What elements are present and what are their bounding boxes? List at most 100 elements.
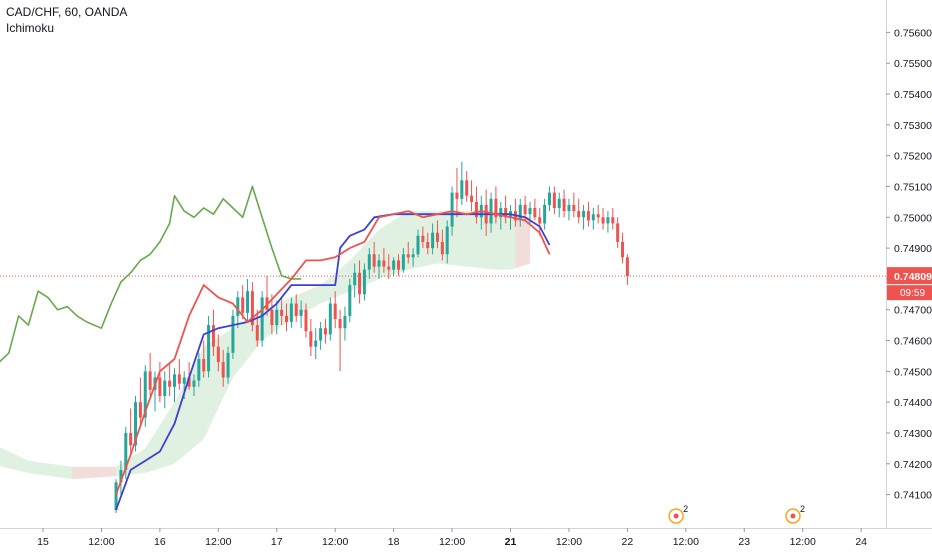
candle[interactable] (387, 254, 391, 279)
candle[interactable] (552, 186, 556, 215)
candle[interactable] (392, 257, 396, 276)
candle[interactable] (280, 297, 284, 326)
candle[interactable] (606, 211, 610, 233)
candle[interactable] (504, 195, 508, 224)
candle[interactable] (426, 232, 430, 255)
candle[interactable] (533, 198, 537, 221)
candle[interactable] (416, 229, 420, 258)
candle[interactable] (455, 167, 459, 218)
candle[interactable] (470, 180, 474, 212)
candle[interactable] (285, 303, 288, 332)
candle[interactable] (586, 201, 590, 227)
candle[interactable] (616, 217, 620, 249)
candle[interactable] (148, 352, 152, 396)
candle[interactable] (572, 192, 576, 218)
candle[interactable] (435, 220, 439, 249)
price-tick-label: 0.75200 (894, 151, 932, 163)
candle[interactable] (304, 303, 308, 338)
candle[interactable] (523, 195, 527, 221)
candle[interactable] (538, 208, 542, 236)
candle[interactable] (309, 318, 313, 356)
candle[interactable] (377, 254, 381, 279)
candle[interactable] (382, 248, 386, 273)
candle[interactable] (431, 223, 435, 255)
candle[interactable] (591, 208, 595, 230)
candle[interactable] (246, 278, 250, 323)
candle[interactable] (625, 254, 629, 286)
candle[interactable] (348, 278, 352, 323)
candle[interactable] (338, 309, 342, 372)
candle[interactable] (260, 291, 264, 347)
candle[interactable] (601, 208, 605, 230)
candle[interactable] (299, 300, 303, 329)
candle[interactable] (241, 285, 245, 319)
candle[interactable] (411, 248, 415, 267)
candle[interactable] (250, 281, 254, 332)
candle[interactable] (372, 241, 376, 273)
candle[interactable] (255, 309, 259, 347)
candle[interactable] (172, 368, 176, 403)
candle[interactable] (547, 186, 551, 212)
candle[interactable] (401, 248, 405, 273)
candle[interactable] (163, 371, 167, 409)
candle[interactable] (406, 241, 410, 264)
candle[interactable] (567, 198, 571, 221)
candle[interactable] (138, 377, 142, 424)
candle[interactable] (421, 226, 425, 249)
candle[interactable] (465, 171, 469, 202)
candle[interactable] (207, 315, 211, 378)
candle[interactable] (314, 328, 318, 360)
candle[interactable] (226, 346, 230, 384)
candle[interactable] (577, 198, 581, 224)
candle[interactable] (596, 204, 600, 224)
candle[interactable] (358, 260, 362, 304)
candle[interactable] (216, 334, 220, 372)
time-tick-label: 17 (271, 536, 283, 548)
candle[interactable] (202, 340, 206, 378)
candle[interactable] (474, 186, 478, 224)
candle[interactable] (275, 300, 279, 335)
event-flag-23[interactable]: 2 (785, 504, 805, 524)
candle-body (270, 309, 274, 326)
candle[interactable] (153, 371, 157, 412)
candle[interactable] (192, 374, 196, 396)
candle[interactable] (119, 460, 123, 495)
candle[interactable] (367, 248, 371, 279)
candle[interactable] (333, 291, 337, 329)
event-flag-22[interactable]: 2 (668, 504, 688, 524)
candle[interactable] (353, 263, 357, 298)
candle[interactable] (158, 362, 162, 403)
candle[interactable] (440, 229, 444, 261)
candle[interactable] (445, 220, 449, 264)
candle[interactable] (494, 186, 498, 224)
candle[interactable] (460, 161, 464, 205)
candle[interactable] (557, 192, 561, 218)
candle[interactable] (177, 359, 181, 390)
candle[interactable] (211, 309, 215, 356)
candle[interactable] (129, 408, 133, 455)
candle[interactable] (611, 208, 615, 230)
candle[interactable] (543, 198, 547, 230)
candle[interactable] (397, 254, 401, 276)
candle[interactable] (143, 365, 147, 427)
candle[interactable] (343, 306, 347, 341)
candle[interactable] (362, 263, 366, 301)
candle[interactable] (294, 294, 298, 323)
symbol-title[interactable]: CAD/CHF, 60, OANDA (6, 5, 128, 19)
candle[interactable] (621, 232, 625, 264)
candle[interactable] (328, 297, 332, 341)
candle[interactable] (319, 322, 323, 350)
candle[interactable] (323, 318, 327, 344)
candle[interactable] (562, 189, 566, 218)
candle[interactable] (231, 309, 235, 360)
candle[interactable] (168, 362, 172, 396)
candle[interactable] (197, 352, 201, 387)
candle[interactable] (270, 294, 274, 335)
candle[interactable] (221, 349, 225, 387)
candle[interactable] (582, 204, 586, 230)
candle[interactable] (289, 297, 293, 329)
indicator-label[interactable]: Ichimoku (6, 21, 55, 35)
candle[interactable] (518, 198, 522, 227)
